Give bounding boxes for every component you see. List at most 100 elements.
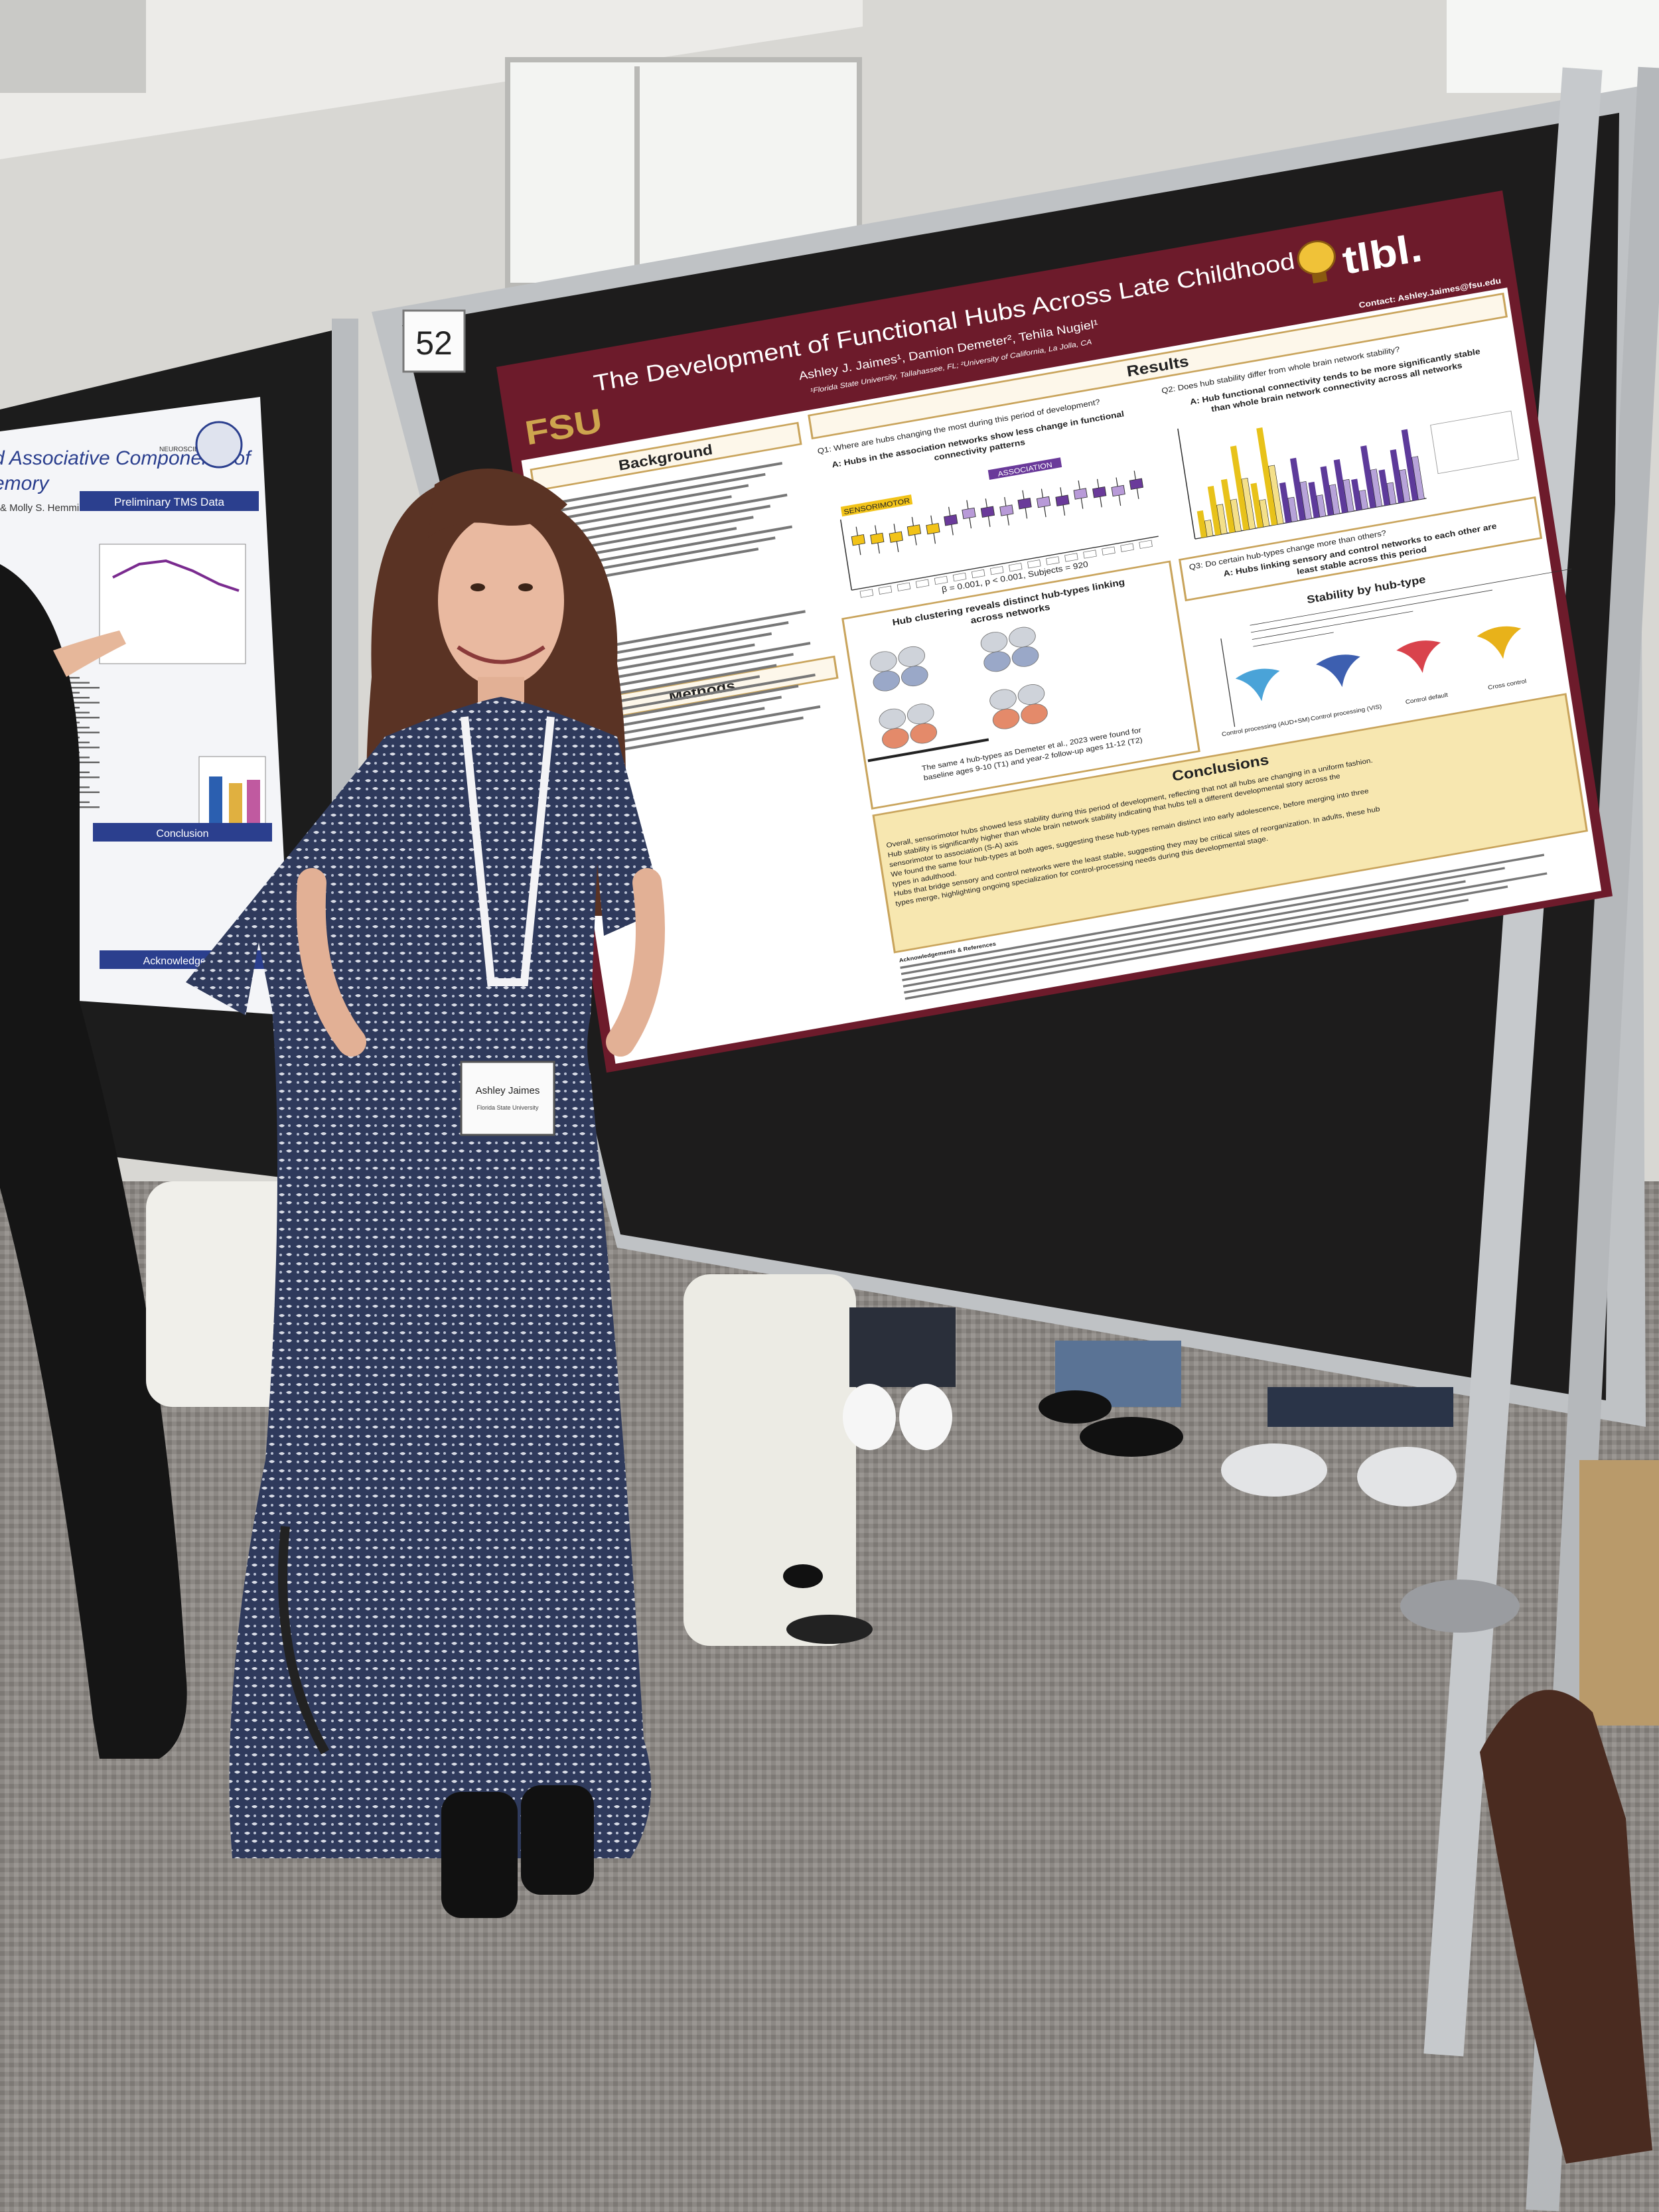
tick-box bbox=[859, 589, 874, 598]
text-line bbox=[551, 536, 776, 579]
legend-box bbox=[1430, 410, 1519, 475]
sneaker bbox=[1221, 1443, 1327, 1497]
bar bbox=[1289, 457, 1306, 521]
box bbox=[870, 532, 885, 545]
brain bbox=[873, 670, 901, 692]
tick-box bbox=[1046, 556, 1060, 565]
bracket bbox=[1250, 568, 1572, 626]
bar bbox=[1216, 504, 1228, 535]
tick-box bbox=[878, 585, 893, 595]
bar bbox=[1287, 496, 1298, 522]
panel bbox=[841, 560, 1200, 810]
bar bbox=[1320, 466, 1334, 516]
box bbox=[962, 507, 976, 520]
text-line bbox=[576, 696, 782, 735]
person-legs bbox=[1267, 1387, 1453, 1427]
tick-box bbox=[1120, 543, 1134, 552]
bar bbox=[1230, 445, 1250, 531]
text-line bbox=[543, 484, 749, 523]
dress bbox=[186, 697, 664, 1858]
text-line bbox=[904, 899, 1469, 1000]
box bbox=[926, 522, 940, 535]
bar bbox=[1342, 479, 1354, 512]
vent bbox=[0, 0, 146, 93]
axis bbox=[1220, 638, 1236, 727]
eye bbox=[518, 583, 533, 591]
tick-box bbox=[897, 582, 911, 591]
window bbox=[1447, 0, 1659, 93]
brain bbox=[992, 708, 1020, 729]
bar bbox=[1401, 429, 1419, 501]
shoe bbox=[1080, 1417, 1183, 1457]
text-line bbox=[571, 664, 777, 703]
text-line bbox=[547, 516, 754, 555]
left-person bbox=[0, 564, 187, 1759]
axis bbox=[851, 536, 1159, 591]
bag-strap bbox=[278, 1526, 330, 1755]
sneaker bbox=[1357, 1447, 1457, 1507]
hair bbox=[428, 469, 567, 538]
bar bbox=[1358, 490, 1368, 510]
left-poster-title: emory bbox=[0, 473, 50, 494]
box bbox=[851, 534, 865, 546]
lanyard bbox=[461, 716, 555, 986]
badge-name: Ashley Jaimes bbox=[476, 1085, 540, 1096]
smile bbox=[457, 645, 545, 664]
text-line bbox=[569, 652, 794, 695]
sneaker bbox=[1400, 1580, 1520, 1633]
bar bbox=[1308, 481, 1320, 518]
bar bbox=[1333, 459, 1348, 514]
text-line bbox=[540, 461, 783, 507]
divider bbox=[867, 738, 989, 763]
sneaker bbox=[843, 1384, 896, 1450]
bar bbox=[1360, 445, 1376, 508]
text-line bbox=[550, 525, 792, 571]
left-section-header bbox=[93, 823, 272, 842]
box bbox=[1036, 496, 1051, 508]
person-legs bbox=[1579, 1460, 1659, 1726]
text-line bbox=[902, 880, 1466, 982]
text-line bbox=[544, 495, 732, 531]
ceiling bbox=[0, 0, 863, 159]
axis bbox=[1177, 428, 1196, 540]
bar bbox=[1230, 498, 1242, 532]
bar bbox=[1207, 486, 1222, 536]
brain bbox=[1011, 646, 1039, 667]
badge-affiliation: Florida State University bbox=[476, 1104, 539, 1111]
box bbox=[1129, 478, 1144, 490]
text-line bbox=[904, 885, 1508, 994]
violin bbox=[1235, 668, 1280, 701]
text-line bbox=[546, 504, 771, 547]
tick-box bbox=[1139, 540, 1153, 549]
panel bbox=[1178, 496, 1543, 602]
box bbox=[1055, 494, 1070, 506]
boot bbox=[521, 1785, 594, 1895]
tick-box bbox=[915, 579, 930, 588]
person-legs bbox=[849, 1307, 956, 1387]
left-section-title: Preliminary TMS Data bbox=[114, 496, 224, 508]
arm bbox=[296, 868, 366, 1057]
text-line bbox=[545, 493, 788, 539]
bar bbox=[1250, 482, 1263, 528]
section-header bbox=[808, 292, 1508, 440]
bracket bbox=[1251, 589, 1493, 633]
tick-box bbox=[952, 572, 967, 582]
boxplot-chart bbox=[839, 471, 1159, 598]
arm bbox=[606, 868, 665, 1057]
shoe bbox=[783, 1564, 823, 1588]
name-badge bbox=[460, 1061, 555, 1136]
tick-box bbox=[1027, 559, 1041, 569]
face bbox=[438, 514, 564, 687]
bar bbox=[1351, 479, 1362, 511]
bulb-base bbox=[1311, 272, 1328, 284]
brain bbox=[983, 651, 1011, 672]
left-person-hand bbox=[53, 630, 126, 677]
text-line bbox=[902, 872, 1548, 988]
shoe bbox=[786, 1615, 873, 1644]
violin bbox=[1477, 626, 1522, 659]
bar bbox=[1316, 494, 1327, 518]
bar bbox=[1370, 469, 1383, 508]
box bbox=[1092, 486, 1107, 498]
poster-number: 52 bbox=[415, 325, 453, 362]
